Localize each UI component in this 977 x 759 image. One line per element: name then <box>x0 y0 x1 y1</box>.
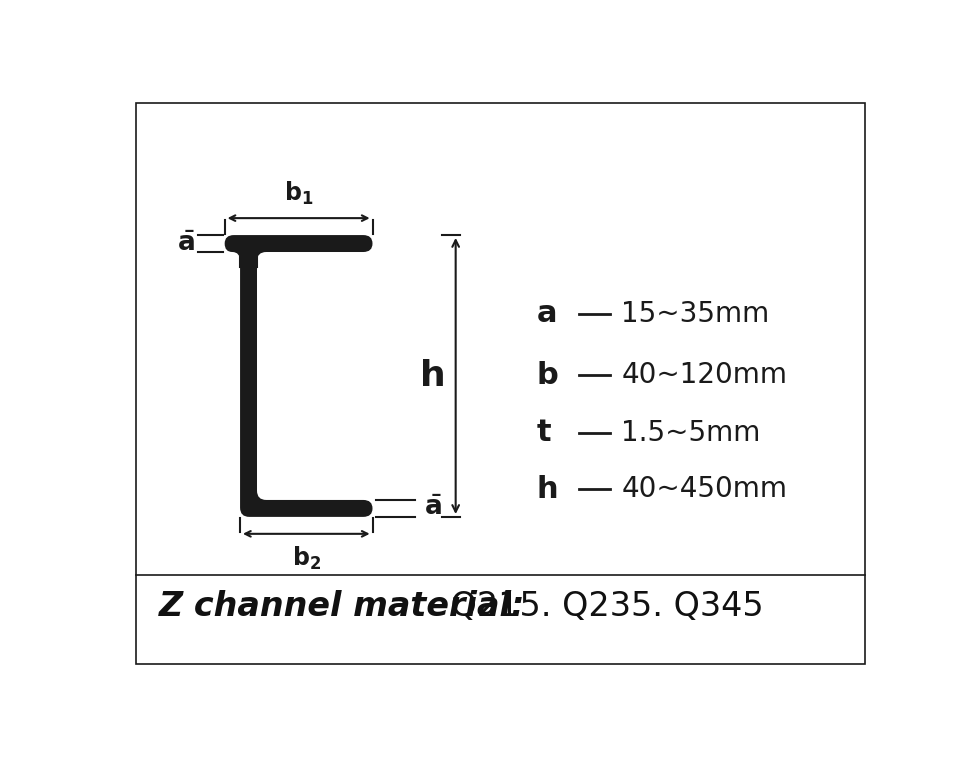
Text: h: h <box>536 474 558 504</box>
Text: b$\mathbf{_2}$: b$\mathbf{_2}$ <box>292 545 320 572</box>
Text: 40~120mm: 40~120mm <box>621 361 787 389</box>
Text: t: t <box>536 418 551 448</box>
Text: $\mathbf{\bar{a}}$: $\mathbf{\bar{a}}$ <box>424 496 442 521</box>
Text: 40~450mm: 40~450mm <box>621 475 787 503</box>
Text: $\mathbf{\bar{a}}$: $\mathbf{\bar{a}}$ <box>177 231 195 257</box>
Text: h: h <box>420 359 446 393</box>
Text: 15~35mm: 15~35mm <box>621 300 770 328</box>
PathPatch shape <box>225 235 372 517</box>
Text: 1.5~5mm: 1.5~5mm <box>621 419 760 447</box>
Text: Q215. Q235. Q345: Q215. Q235. Q345 <box>441 590 764 622</box>
Text: b$\mathbf{_1}$: b$\mathbf{_1}$ <box>284 180 314 207</box>
Text: b: b <box>536 361 558 389</box>
Text: t: t <box>244 273 252 291</box>
Text: Z channel material:: Z channel material: <box>159 590 526 622</box>
Text: a: a <box>536 299 557 328</box>
